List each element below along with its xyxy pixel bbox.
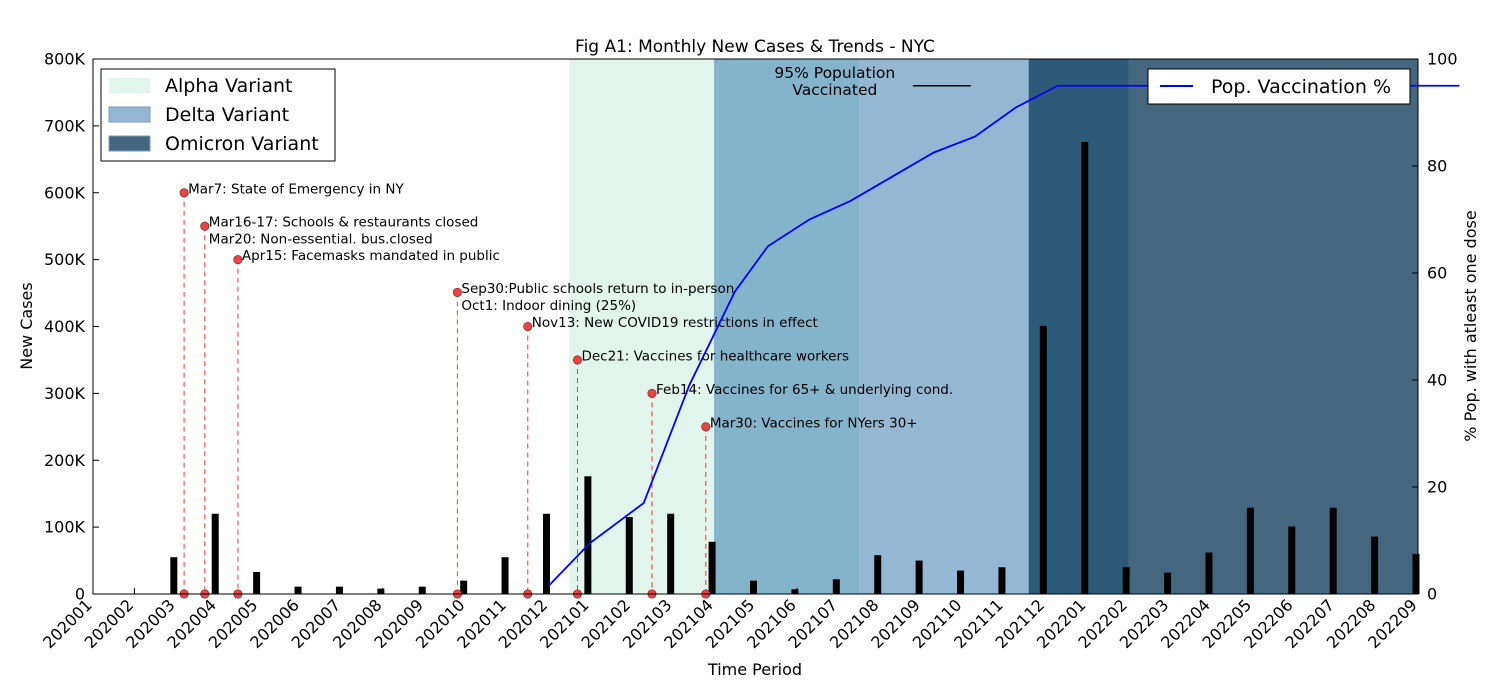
- y2-tick-label-3: 60: [1427, 264, 1447, 283]
- bar-202105: 202105: 20000: [750, 580, 757, 594]
- bar-202009: 202009: 11000: [418, 586, 426, 594]
- y-tick-label-6: 600K: [44, 183, 86, 202]
- event-label-5-0: Dec21: Vaccines for healthcare workers: [581, 348, 849, 364]
- event-marker-6: [647, 388, 657, 398]
- legend-label-vaccination: Pop. Vaccination %: [1211, 76, 1391, 98]
- bar-202010: 202010: 20000: [460, 580, 468, 594]
- legend-label-delta-variant: Delta Variant: [165, 104, 289, 126]
- bar-202109: 202109: 50000: [915, 560, 923, 594]
- event-label-2-0: Apr15: Facemasks mandated in public: [242, 248, 500, 264]
- bar-202204: 202204: 62000: [1205, 552, 1213, 594]
- bar-202110: 202110: 35000: [957, 570, 965, 594]
- y2-tick-label-5: 100: [1427, 50, 1458, 69]
- bar-202208: 202208: 86000: [1371, 536, 1379, 594]
- bar-202107: 202107: 22000: [832, 579, 840, 594]
- y-tick-label-5: 500K: [44, 250, 86, 269]
- y-tick-label-0: 0: [75, 585, 85, 604]
- bar-202005: 202005: 33000: [253, 571, 261, 594]
- event-label-3-1: Oct1: Indoor dining (25%): [461, 298, 636, 314]
- bar-202008: 202008: 8000: [377, 588, 385, 594]
- legend-variants: Alpha Variant Delta Variant Omicron Varian…: [100, 68, 336, 162]
- bar-202101: 202101: 176000: [584, 476, 592, 594]
- event-label-4-0: Nov13: New COVID19 restrictions in effec…: [532, 315, 818, 331]
- bar-202004: 202004: 120000: [211, 513, 219, 594]
- bar-202206: 202206: 101000: [1288, 526, 1296, 594]
- event-marker-2: [233, 255, 243, 265]
- event-label-1-0: Mar16-17: Schools & restaurants closed: [209, 215, 479, 231]
- y2-axis-title: % Pop. with atleast one dose: [1461, 210, 1480, 441]
- event-annotations: Mar7: State of Emergency in NY Mar16-17: …: [179, 181, 953, 599]
- bar-202012: 202012: 120000: [542, 513, 550, 594]
- bar-202111: 202111: 40000: [998, 567, 1006, 594]
- threshold-label-1: Vaccinated: [792, 81, 877, 99]
- x-axis-title: Time Period: [707, 660, 802, 679]
- legend-label-omicron-variant: Omicron Variant: [165, 133, 319, 155]
- legend-swatch-alpha-variant: [109, 78, 150, 93]
- bar-202106: 202106: 7000: [791, 589, 799, 594]
- bar-202207: 202207: 129000: [1329, 507, 1337, 594]
- bar-202007: 202007: 11000: [335, 586, 343, 594]
- event-label-0-0: Mar7: State of Emergency in NY: [188, 181, 404, 197]
- y-tick-label-2: 200K: [44, 451, 86, 470]
- bar-202003: 202003: 55000: [170, 557, 178, 594]
- legend-label-alpha-variant: Alpha Variant: [165, 75, 292, 97]
- chart-title: Fig A1: Monthly New Cases & Trends - NYC: [575, 37, 935, 57]
- bar-202209: 202209: 60000: [1412, 553, 1420, 594]
- bar-202205: 202205: 129000: [1246, 507, 1254, 594]
- band-overlap-0: [714, 59, 860, 594]
- event-label-1-1: Mar20: Non-essential. bus.closed: [209, 232, 433, 248]
- legend-swatch-omicron-variant: [108, 135, 151, 152]
- y-tick-label-7: 700K: [44, 116, 86, 135]
- bar-202103: 202103: 120000: [667, 513, 675, 594]
- legend-vaccination: Pop. Vaccination %: [1147, 68, 1411, 105]
- bar-202104: 202104: 78000: [708, 541, 716, 594]
- legend-swatch-delta-variant: [108, 106, 151, 123]
- bar-202201: 202201: 676000: [1081, 141, 1089, 595]
- bar-202011: 202011: 55000: [501, 557, 509, 594]
- event-label-6-0: Feb14: Vaccines for 65+ & underlying con…: [656, 382, 953, 398]
- threshold-label-0: 95% Population: [774, 64, 895, 82]
- y2-tick-label-0: 0: [1427, 585, 1437, 604]
- event-marker-1: [200, 221, 210, 231]
- y-tick-label-3: 300K: [44, 384, 86, 403]
- bar-202006: 202006: 11000: [294, 586, 302, 594]
- y-tick-label-8: 800K: [44, 50, 86, 69]
- event-label-7-0: Mar30: Vaccines for NYers 30+: [710, 415, 918, 431]
- bar-202202: 202202: 40000: [1122, 567, 1130, 594]
- case-bars: 202003: 55000 202004: 120000 202005: 33000…: [170, 141, 1420, 595]
- y-tick-label-4: 400K: [44, 317, 86, 336]
- y2-tick-label-4: 80: [1427, 157, 1447, 176]
- event-marker-0: [179, 188, 189, 198]
- event-label-3-0: Sep30:Public schools return to in-person: [461, 281, 734, 297]
- y-tick-label-1: 100K: [44, 518, 86, 537]
- event-marker-4: [523, 321, 533, 332]
- bar-202203: 202203: 32000: [1164, 572, 1172, 594]
- event-marker-3: [452, 287, 462, 297]
- bar-202102: 202102: 115000: [625, 517, 633, 594]
- y2-tick-label-2: 40: [1427, 371, 1447, 390]
- y2-tick-label-1: 20: [1427, 478, 1447, 497]
- bar-202108: 202108: 58000: [874, 555, 882, 594]
- y-axis-title: New Cases: [17, 282, 36, 369]
- event-marker-7: [701, 422, 711, 432]
- bar-202112: 202112: 401000: [1039, 325, 1047, 594]
- event-marker-5: [572, 355, 583, 365]
